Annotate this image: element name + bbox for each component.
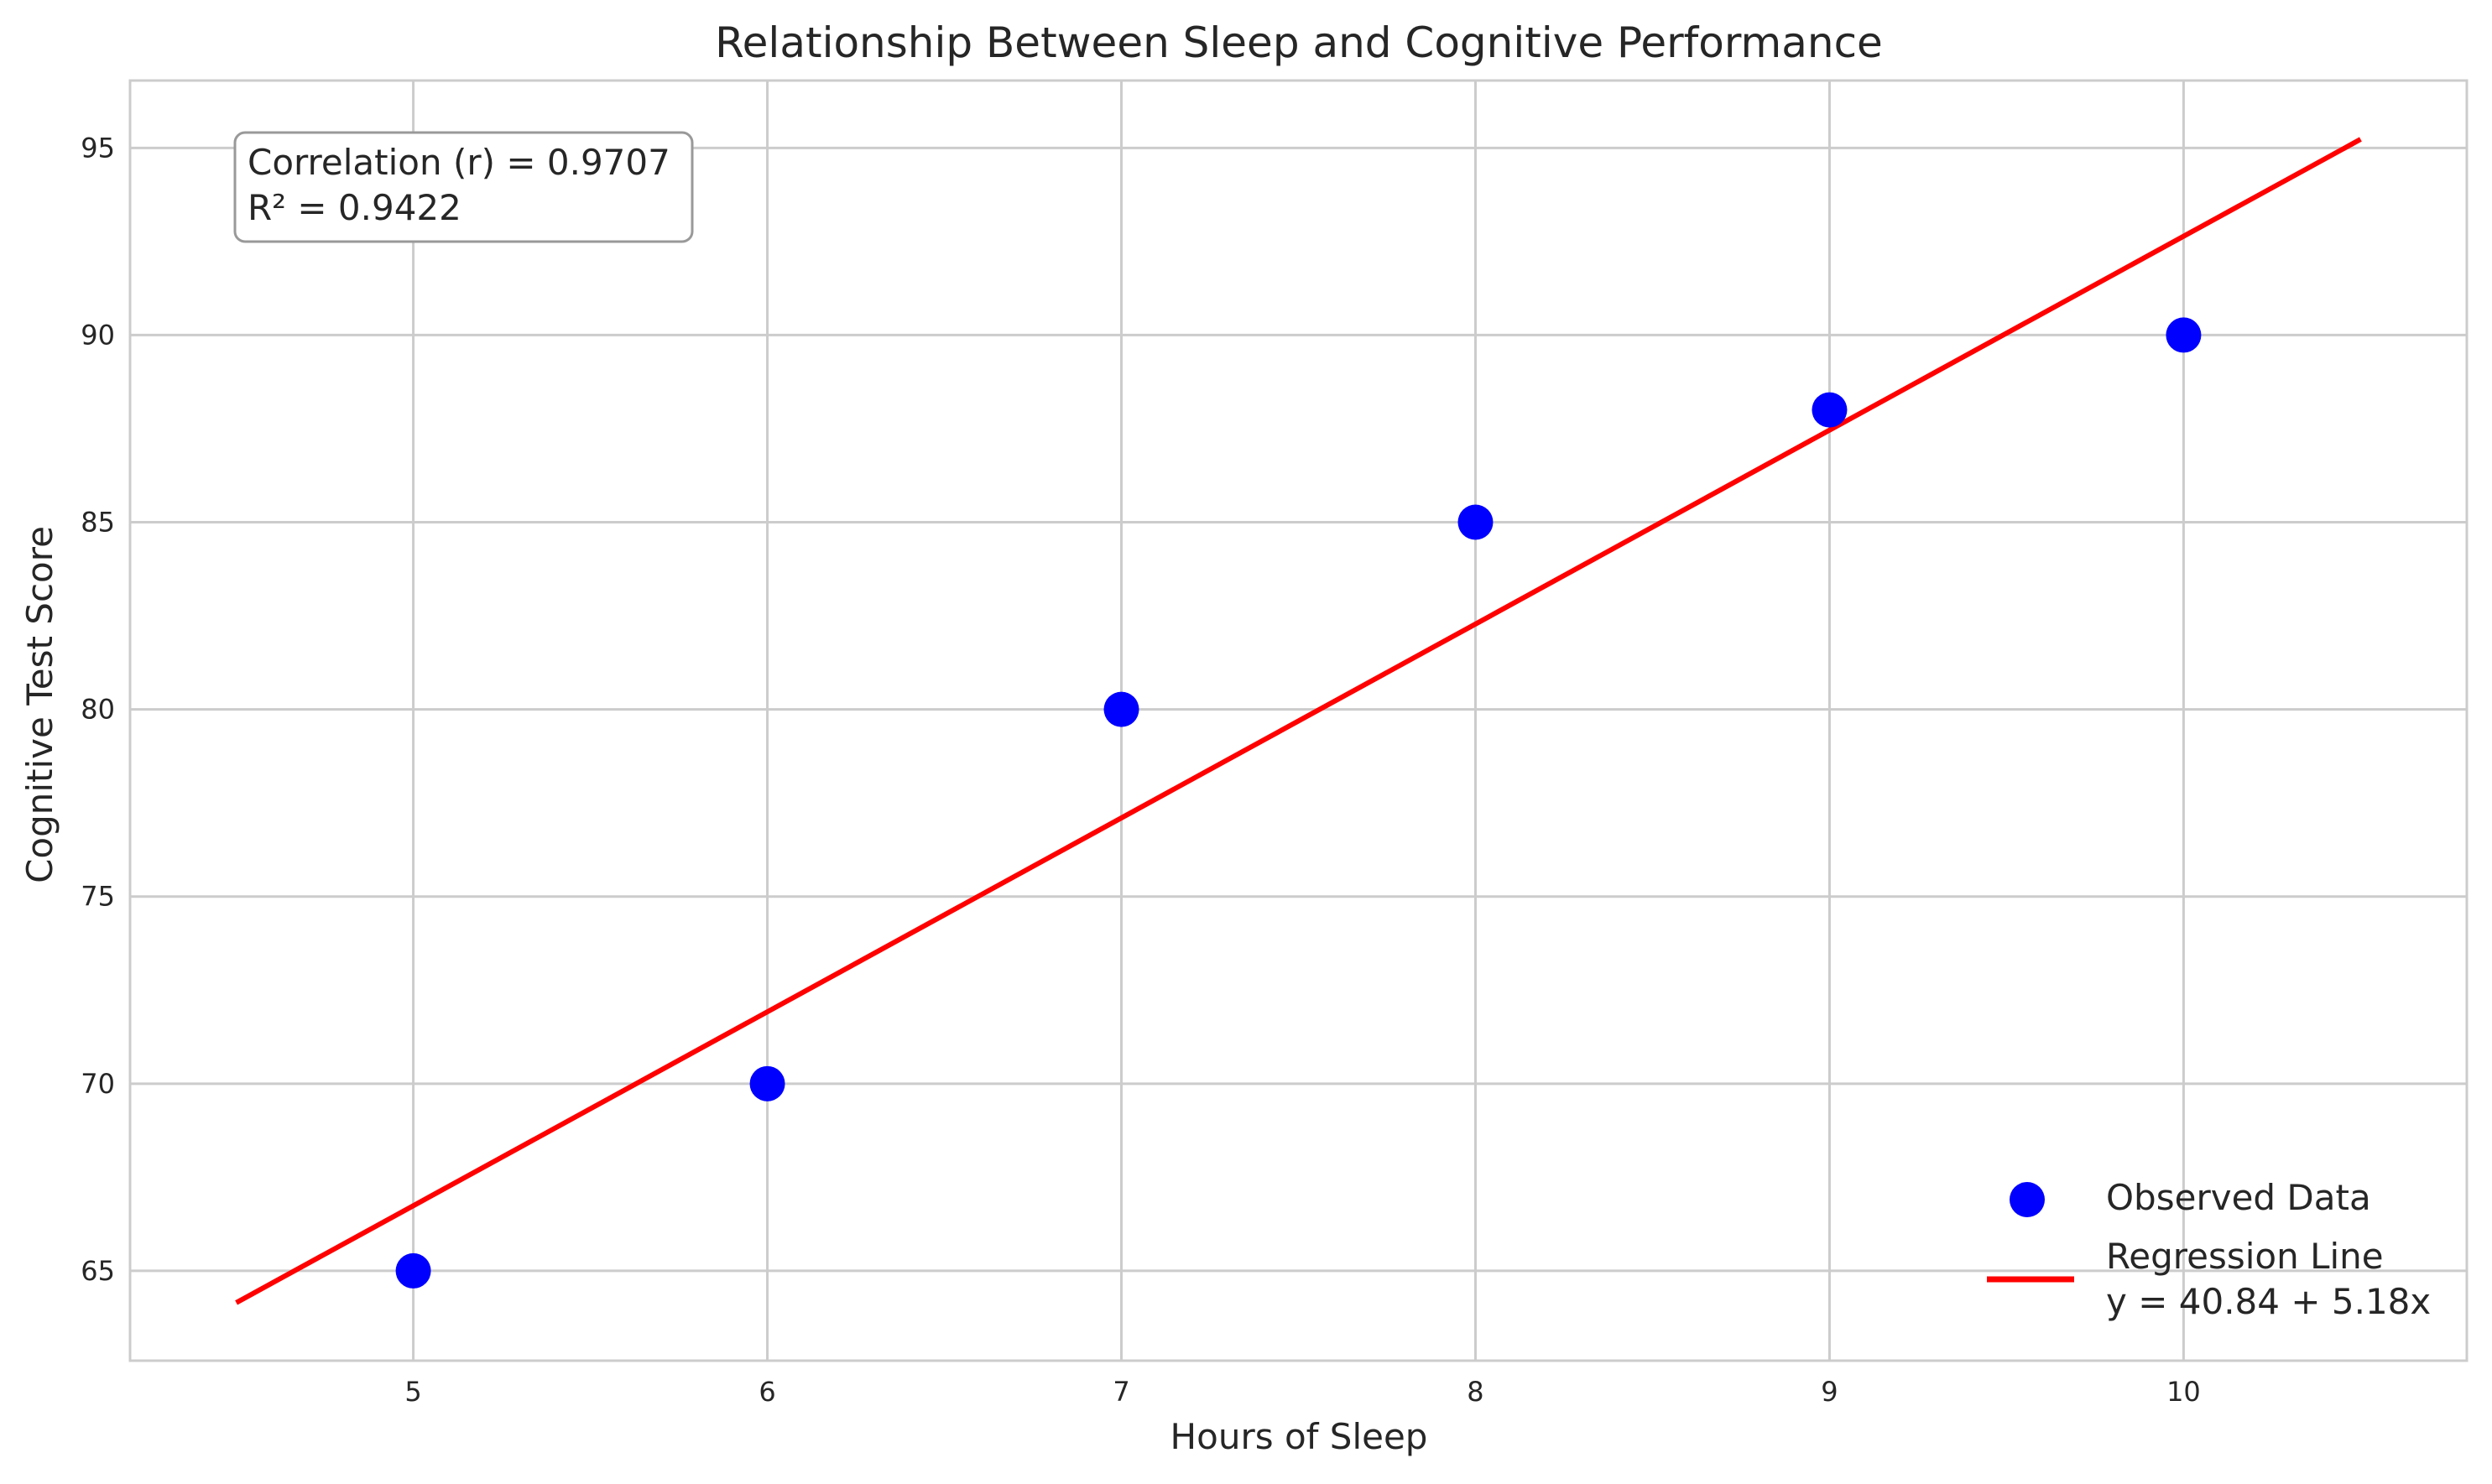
- data-point: [1103, 691, 1139, 727]
- y-tick-label: 65: [81, 1255, 115, 1287]
- regression-line: [235, 137, 2362, 1305]
- y-axis-label: Cognitive Test Score: [19, 526, 60, 883]
- legend-observed-label: Observed Data: [2106, 1177, 2371, 1218]
- x-tick-label: 6: [759, 1376, 775, 1408]
- data-point: [395, 1252, 431, 1289]
- legend-observed-marker: [2010, 1182, 2045, 1217]
- x-tick-label: 7: [1113, 1376, 1129, 1408]
- y-tick-label: 80: [81, 694, 115, 726]
- y-tick-labels: 65 70 75 80 85 90 95: [81, 132, 115, 1287]
- legend-regression-equation: y = 40.84 + 5.18x: [2106, 1281, 2431, 1322]
- y-tick-label: 85: [81, 507, 115, 539]
- legend-regression-label: Regression Line: [2106, 1236, 2384, 1277]
- data-point: [749, 1065, 785, 1101]
- y-tick-label: 95: [81, 132, 115, 164]
- stats-annotation: Correlation (r) = 0.9707 R² = 0.9422: [233, 131, 694, 243]
- data-point: [2166, 317, 2202, 353]
- x-tick-label: 5: [404, 1376, 421, 1408]
- legend: Observed Data Regression Line y = 40.84 …: [1987, 1177, 2431, 1322]
- data-point: [1812, 392, 1848, 428]
- chart-title: Relationship Between Sleep and Cognitive…: [715, 18, 1883, 67]
- y-tick-label: 75: [81, 881, 115, 913]
- x-axis-label: Hours of Sleep: [1170, 1416, 1428, 1457]
- plot-frame: [128, 79, 2469, 1362]
- y-tick-label: 70: [81, 1068, 115, 1100]
- x-tick-label: 10: [2166, 1376, 2201, 1408]
- data-point: [1457, 504, 1494, 540]
- stats-annotation-box: [233, 131, 694, 243]
- regression-layer: [235, 137, 2362, 1305]
- y-tick-label: 90: [81, 319, 115, 351]
- x-tick-label: 9: [1821, 1376, 1838, 1408]
- scatter-points: [395, 317, 2202, 1289]
- correlation-text: Correlation (r) = 0.9707: [248, 142, 670, 183]
- r-squared-text: R² = 0.9422: [248, 187, 461, 228]
- x-tick-label: 8: [1467, 1376, 1483, 1408]
- x-tick-labels: 5 6 7 8 9 10: [404, 1376, 2200, 1408]
